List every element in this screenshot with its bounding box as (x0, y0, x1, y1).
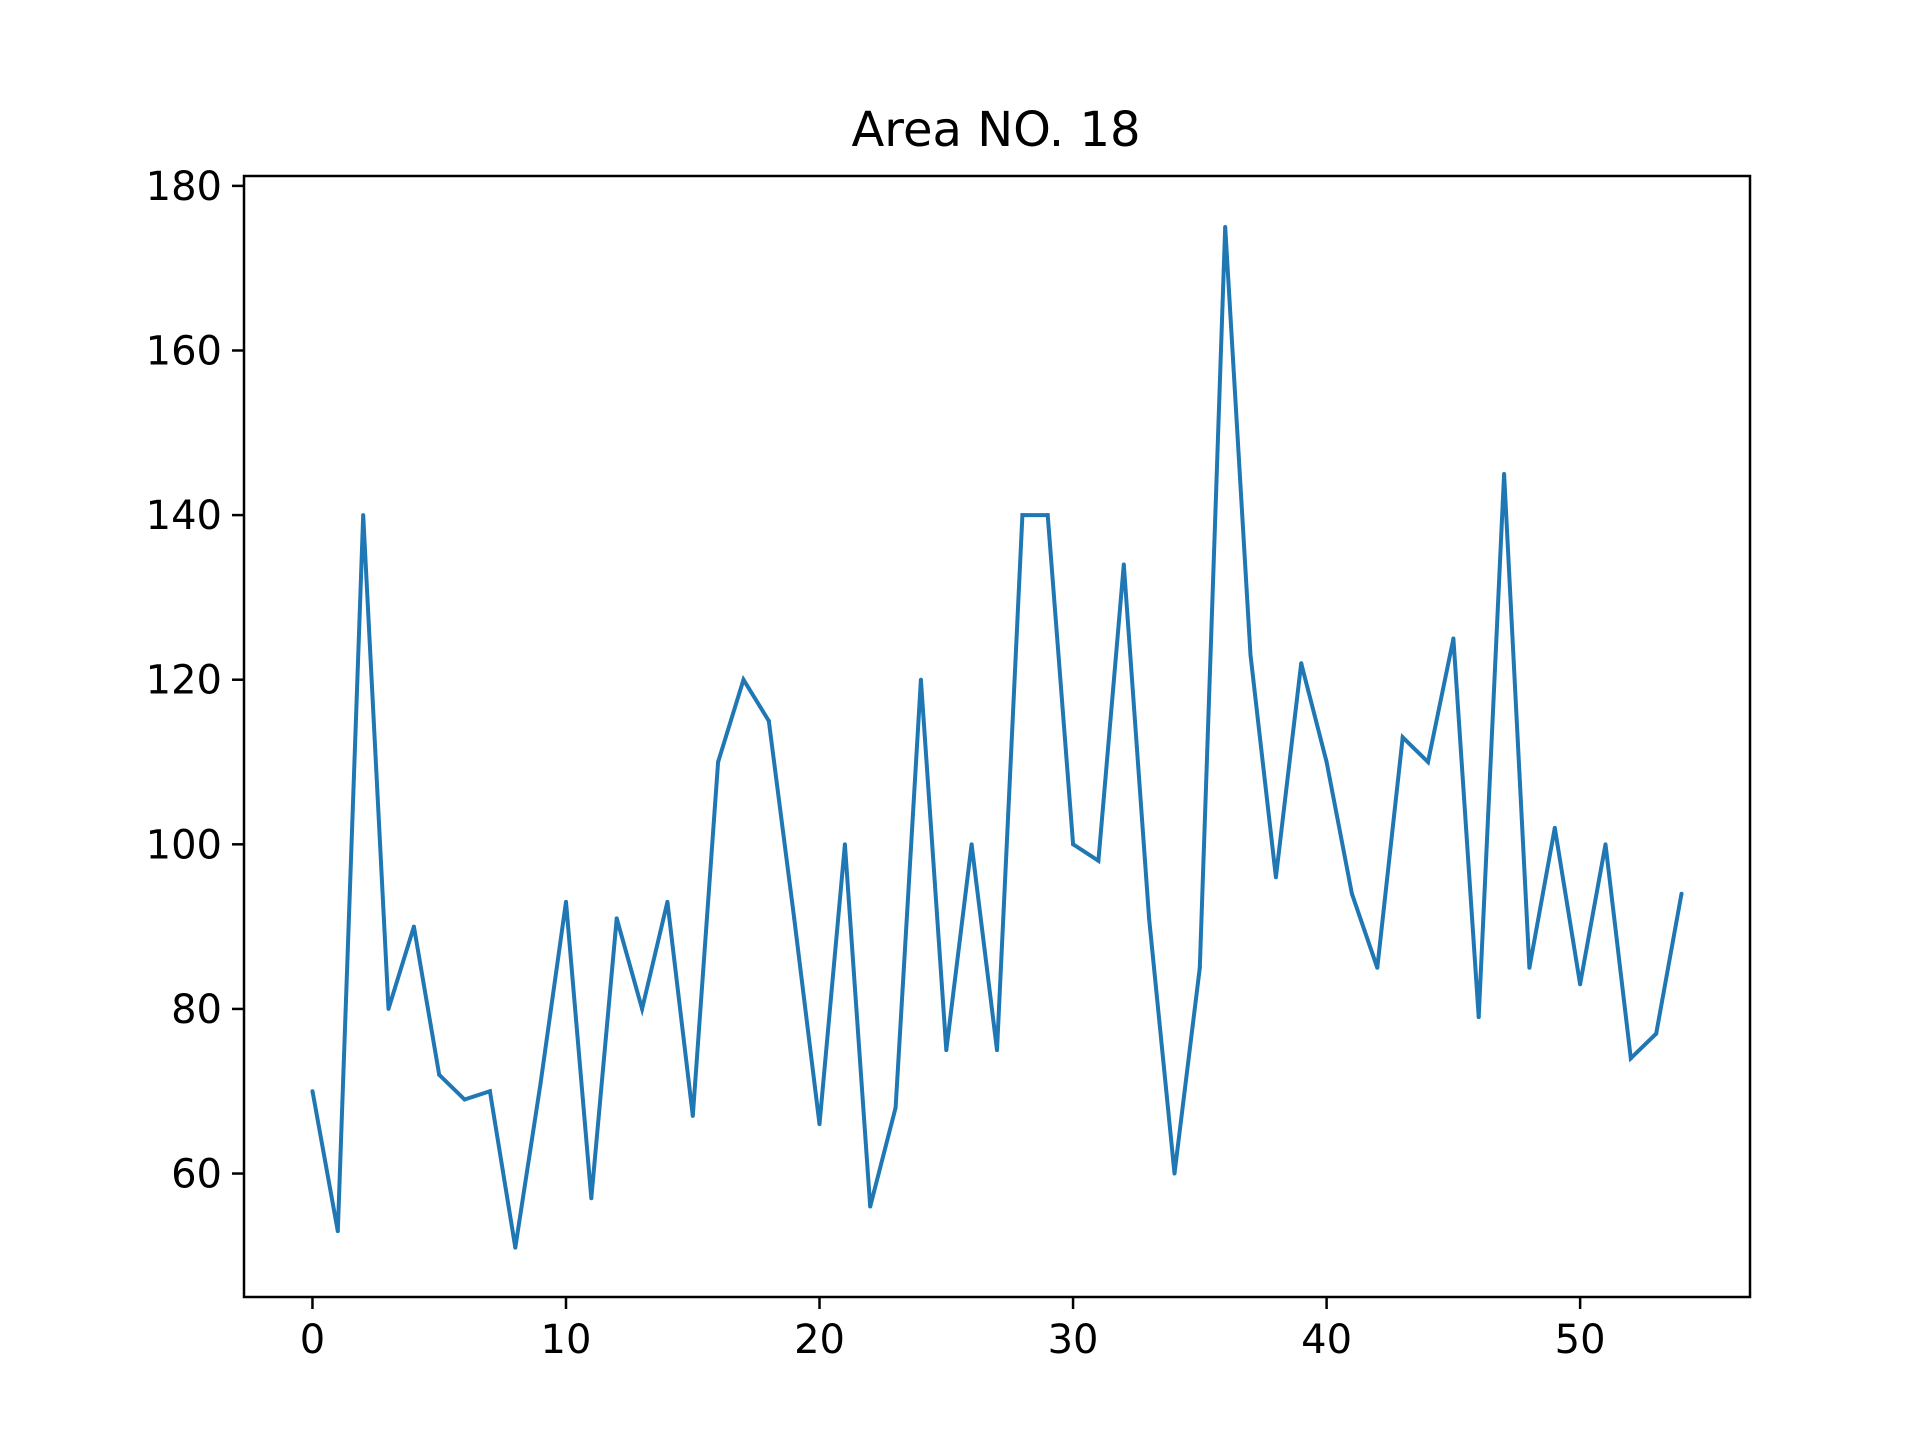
data-point (487, 1089, 492, 1094)
data-point (335, 1229, 340, 1234)
x-tick-label: 20 (794, 1317, 845, 1363)
data-point (1223, 225, 1228, 230)
data-point (386, 1006, 391, 1011)
data-point (1527, 965, 1532, 970)
data-point (1451, 636, 1456, 641)
data-point (918, 677, 923, 682)
data-point (310, 1089, 315, 1094)
data-point (589, 1196, 594, 1201)
data-point (640, 1006, 645, 1011)
data-point (868, 1204, 873, 1209)
data-point (462, 1097, 467, 1102)
x-axis: 0 10 20 30 40 50 (300, 1297, 1606, 1363)
data-point (614, 916, 619, 921)
y-tick-label: 120 (146, 658, 222, 704)
data-point (842, 842, 847, 847)
y-tick-label: 140 (146, 493, 222, 539)
data-point (1400, 735, 1405, 740)
data-point (1654, 1031, 1659, 1036)
data-point (1324, 760, 1329, 765)
data-point (995, 1048, 999, 1053)
data-point (893, 1105, 898, 1110)
plot-area-frame (242, 174, 1752, 1299)
data-point (1476, 1015, 1481, 1020)
data-point (1197, 965, 1202, 970)
x-tick-label: 0 (300, 1317, 325, 1363)
data-point (716, 760, 721, 765)
data-point (1147, 916, 1152, 921)
y-tick-label: 80 (171, 987, 222, 1033)
data-point (1299, 661, 1304, 666)
data-point (1273, 875, 1278, 880)
x-tick-label: 30 (1048, 1317, 1099, 1363)
data-point (538, 1081, 543, 1086)
data-point (1248, 653, 1253, 658)
chart-title: Area NO. 18 (851, 102, 1140, 158)
y-axis: 60 80 100 120 140 160 180 (146, 164, 244, 1198)
data-point (1045, 513, 1050, 518)
data-point (1552, 825, 1557, 830)
data-point (792, 916, 797, 921)
x-tick-label: 10 (541, 1317, 592, 1363)
y-tick-label: 160 (146, 328, 222, 374)
x-tick-label: 40 (1301, 1317, 1352, 1363)
data-point (1628, 1056, 1633, 1061)
data-point (1172, 1171, 1177, 1176)
data-point (1020, 513, 1025, 518)
y-tick-label: 100 (146, 822, 222, 868)
data-point (563, 899, 568, 904)
y-tick-label: 60 (171, 1152, 222, 1198)
data-point (1603, 842, 1608, 847)
data-point (690, 1113, 695, 1118)
data-point (969, 842, 974, 847)
data-point (1502, 471, 1507, 476)
data-point (361, 513, 366, 518)
data-point (1578, 982, 1583, 987)
data-point (766, 718, 771, 723)
data-point (513, 1245, 518, 1250)
data-point (437, 1072, 442, 1077)
data-point (411, 924, 416, 929)
data-point (1349, 891, 1354, 896)
data-points (310, 225, 1684, 1250)
data-point (817, 1122, 822, 1127)
data-point (1679, 891, 1684, 896)
data-point (741, 677, 746, 682)
y-tick-label: 180 (146, 164, 222, 210)
data-point (1071, 842, 1076, 847)
data-point (944, 1048, 949, 1053)
data-point (665, 899, 670, 904)
x-tick-label: 50 (1555, 1317, 1606, 1363)
data-point (1096, 858, 1101, 863)
data-point (1426, 760, 1431, 765)
data-point (1375, 965, 1380, 970)
data-point (1121, 562, 1126, 567)
